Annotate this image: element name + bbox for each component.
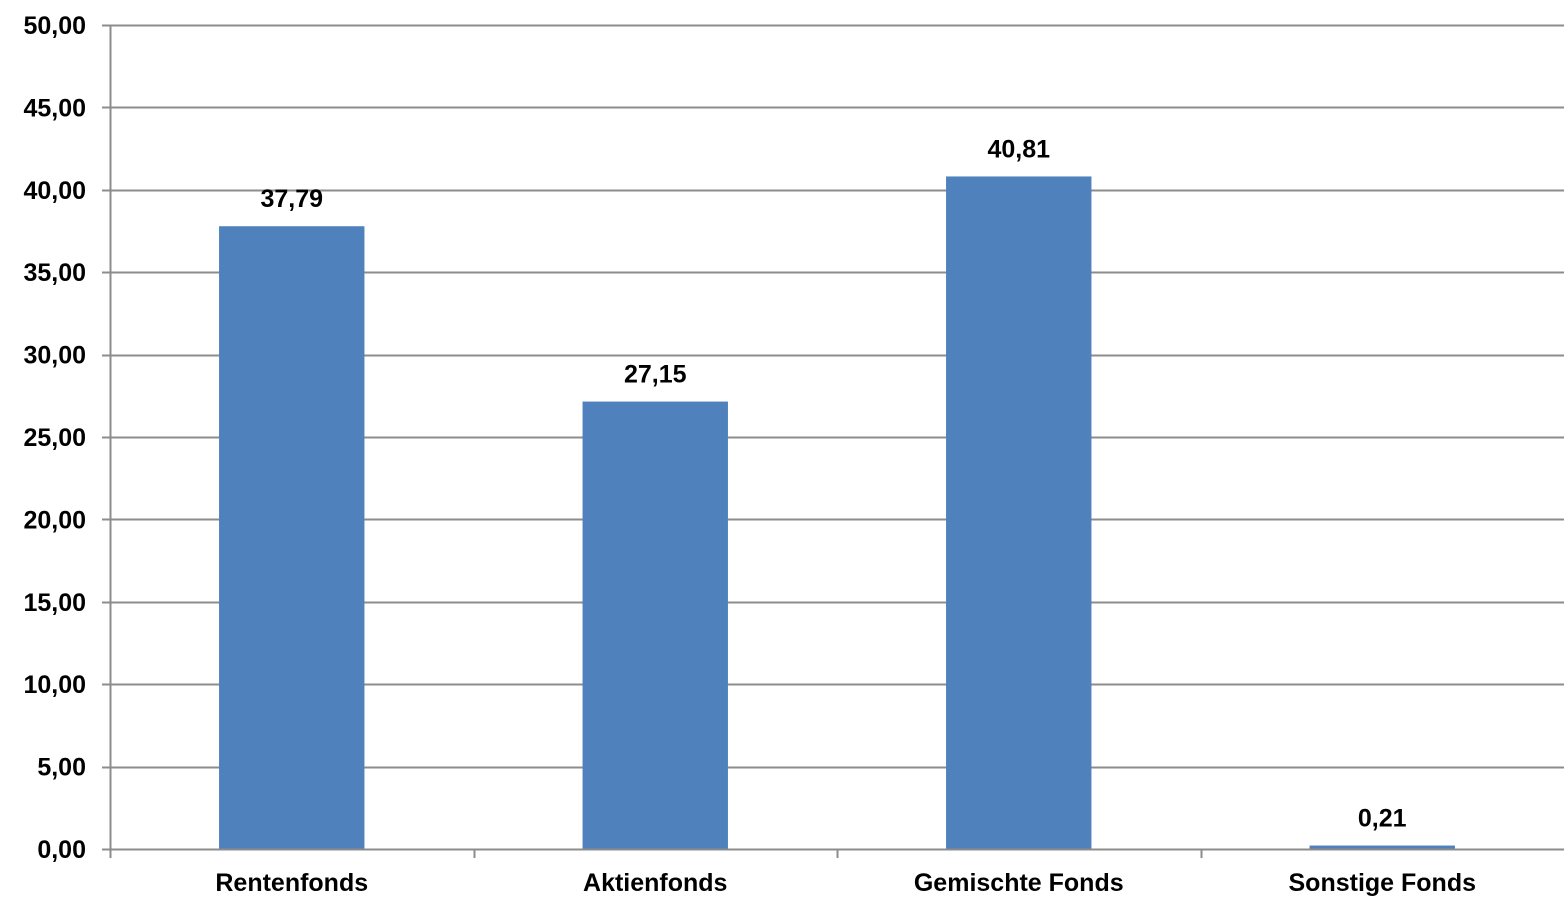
y-tick-label: 50,00 — [23, 12, 86, 40]
y-tick-label: 0,00 — [37, 836, 86, 864]
data-label: 27,15 — [624, 361, 687, 389]
x-category-label: Aktienfonds — [583, 869, 727, 897]
bar — [1310, 846, 1455, 849]
x-category-label: Rentenfonds — [215, 869, 368, 897]
y-tick-label: 25,00 — [23, 424, 86, 452]
y-tick-label: 15,00 — [23, 589, 86, 617]
y-tick-label: 35,00 — [23, 259, 86, 287]
y-tick-label: 20,00 — [23, 506, 86, 534]
data-label: 0,21 — [1358, 805, 1407, 833]
y-tick-label: 10,00 — [23, 671, 86, 699]
y-tick-label: 40,00 — [23, 177, 86, 205]
x-category-label: Sonstige Fonds — [1289, 869, 1477, 897]
data-label: 40,81 — [987, 135, 1050, 163]
x-category-label: Gemischte Fonds — [914, 869, 1124, 897]
bar — [946, 176, 1091, 849]
y-tick-label: 5,00 — [37, 754, 86, 782]
y-tick-label: 45,00 — [23, 94, 86, 122]
bar — [219, 226, 364, 849]
y-tick-label: 30,00 — [23, 342, 86, 370]
bars — [219, 176, 1455, 849]
bar — [583, 402, 728, 849]
data-label: 37,79 — [260, 185, 323, 213]
